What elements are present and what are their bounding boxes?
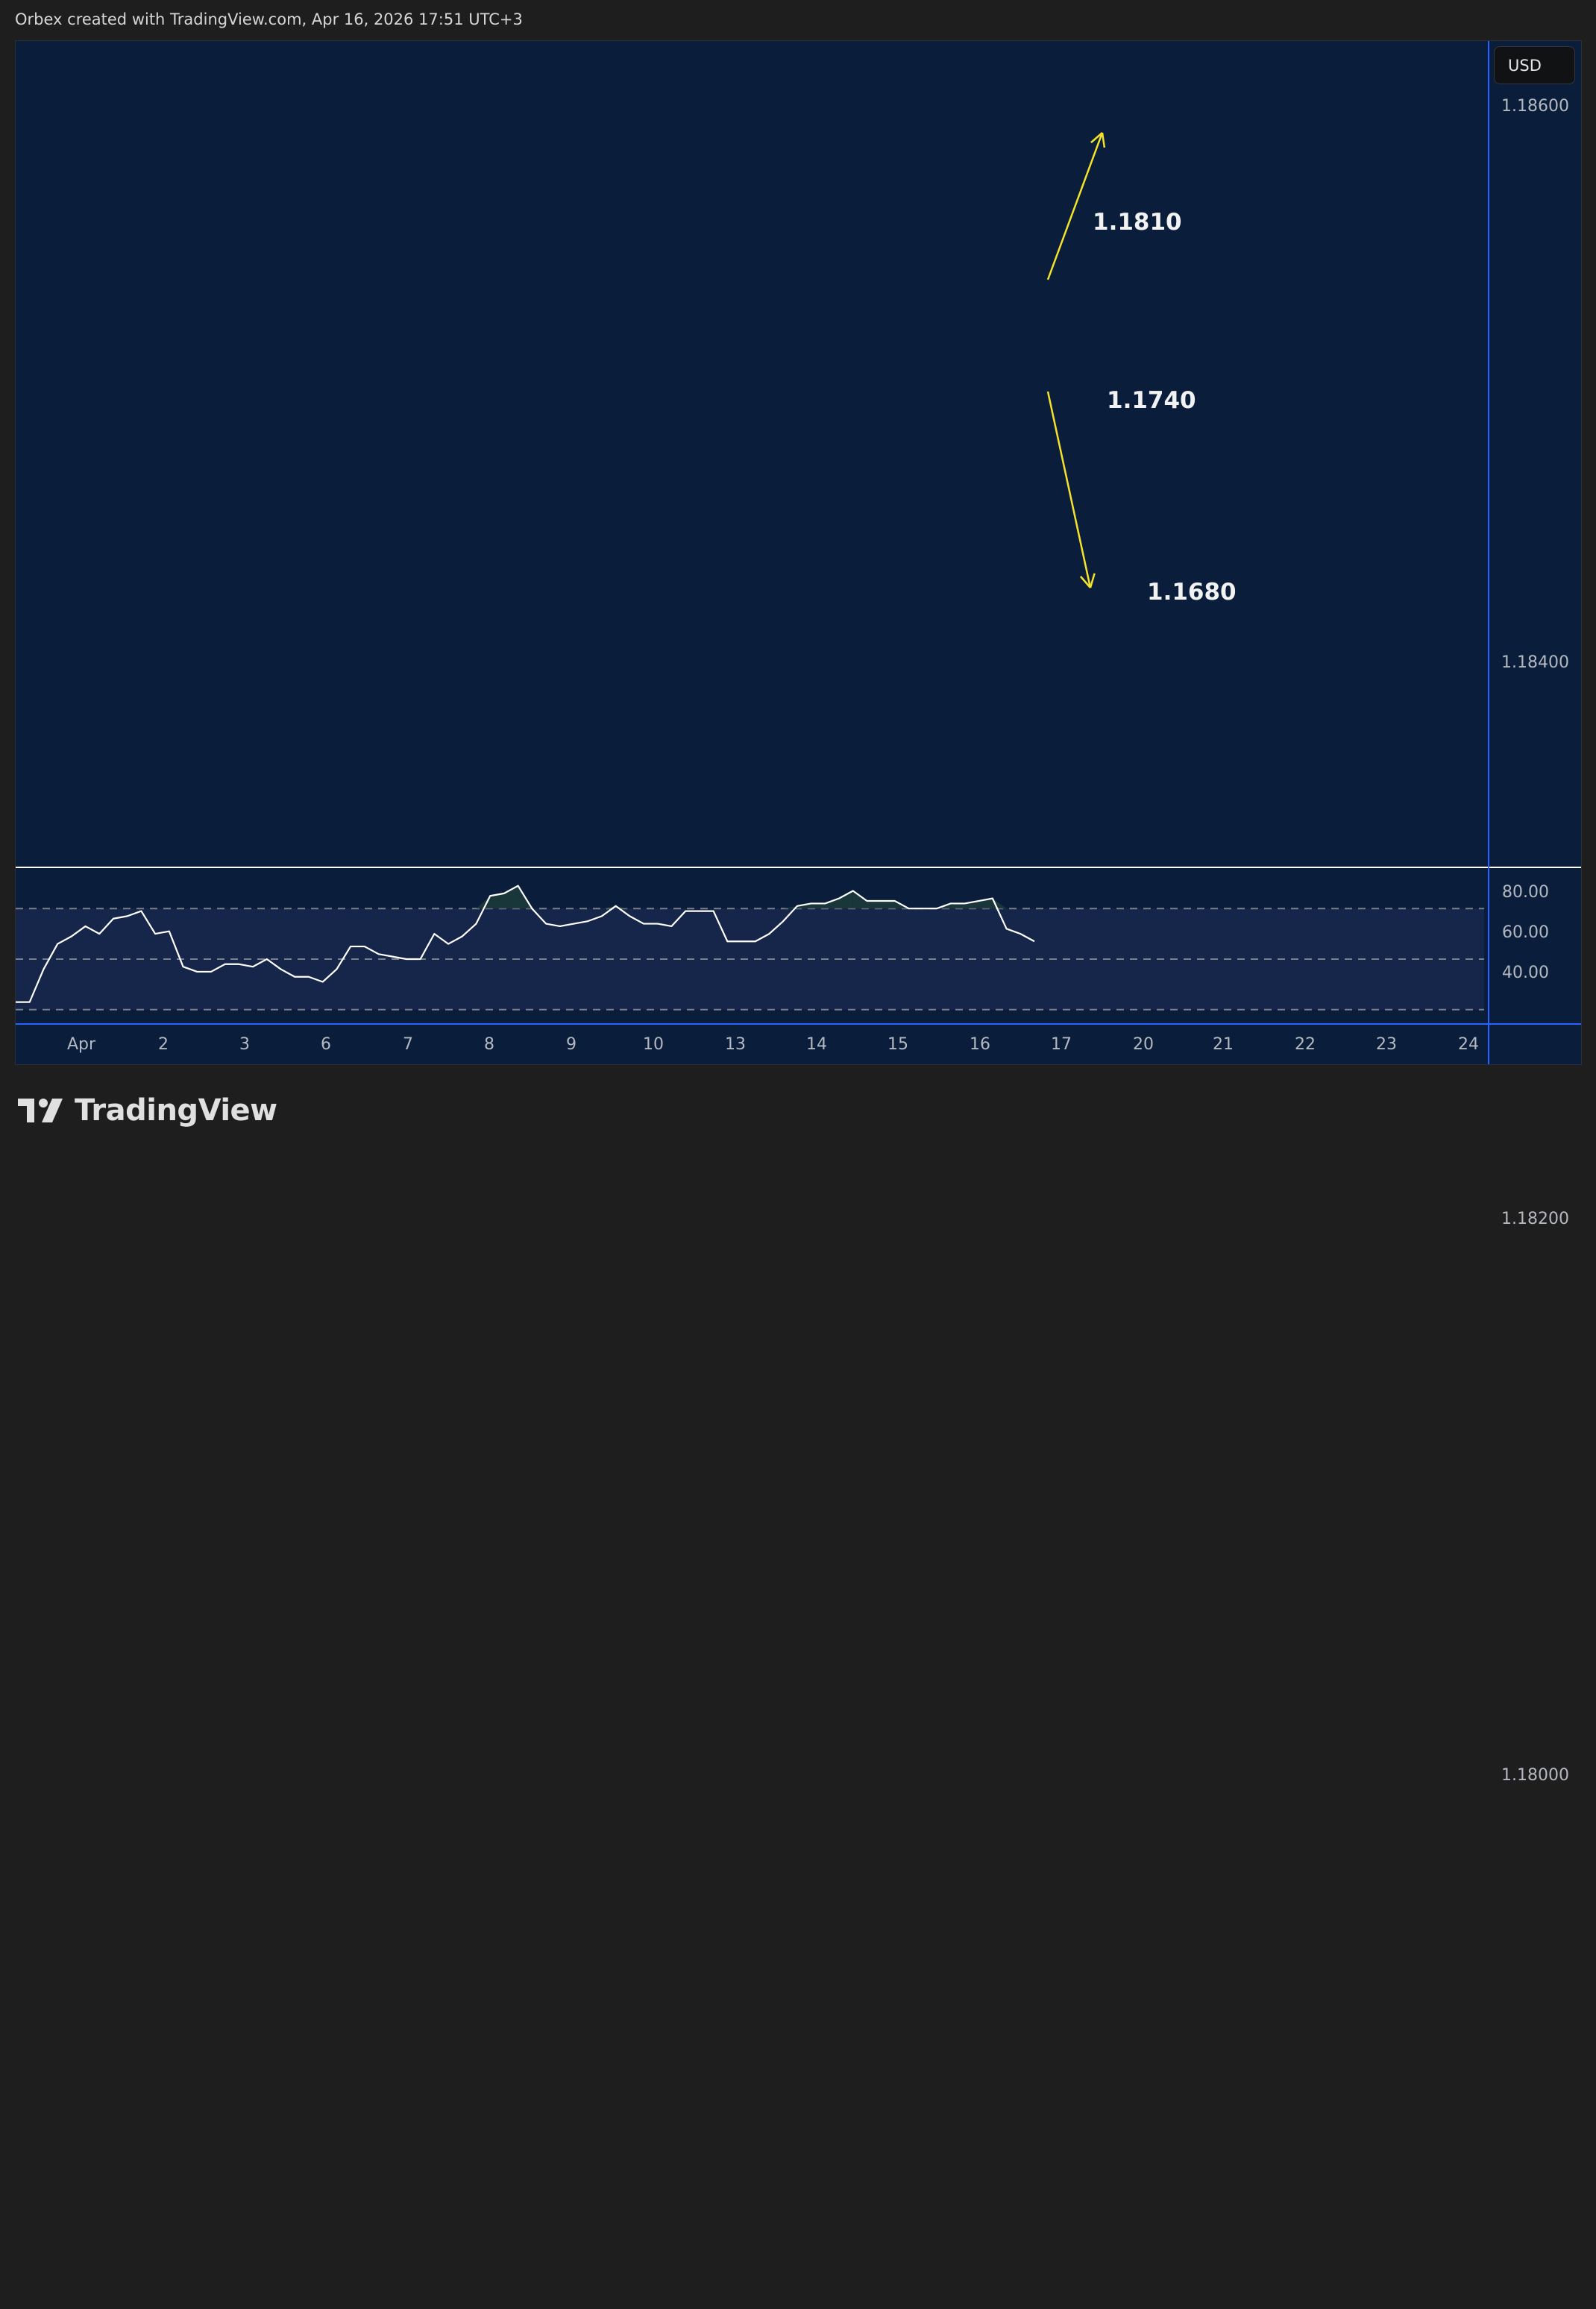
tradingview-logo-text: TradingView [75, 1093, 277, 1128]
time-tick: 13 [725, 1035, 746, 1054]
price-tick: 1.18200 [1501, 1210, 1569, 1228]
pivot-level-label: 1.1740 [1107, 387, 1196, 414]
currency-label: USD [1508, 56, 1542, 75]
rsi-band [16, 41, 1581, 1064]
time-tick: 23 [1376, 1035, 1397, 1054]
tradingview-logo[interactable]: TradingView [18, 1093, 277, 1128]
currency-selector[interactable]: USD [1494, 46, 1575, 84]
resistance-level-label: 1.1810 [1093, 209, 1182, 236]
time-tick: 16 [970, 1035, 990, 1054]
time-tick: 22 [1295, 1035, 1316, 1054]
time-tick: Apr [66, 1035, 96, 1054]
support-level-label: 1.1680 [1147, 579, 1237, 606]
time-tick: 8 [484, 1035, 494, 1054]
time-tick: 20 [1133, 1035, 1154, 1054]
price-tick: 1.18600 [1501, 97, 1569, 116]
down-arrow-icon[interactable] [1046, 391, 1096, 588]
chart-canvas[interactable] [0, 0, 1596, 1154]
time-tick: 15 [887, 1035, 908, 1054]
time-tick: 2 [158, 1035, 169, 1054]
time-tick: 17 [1051, 1035, 1072, 1054]
time-tick: 9 [566, 1035, 576, 1054]
rsi-tick: 40.00 [1502, 963, 1549, 982]
time-tick: 14 [806, 1035, 827, 1054]
trend-arrows[interactable] [1046, 132, 1106, 588]
time-tick: 21 [1213, 1035, 1234, 1054]
price-tick: 1.18000 [1501, 1766, 1569, 1785]
rsi-tick: 60.00 [1502, 923, 1549, 943]
tradingview-logo-icon [18, 1099, 63, 1122]
time-tick: 3 [239, 1035, 250, 1054]
time-tick: 6 [321, 1035, 331, 1054]
chart-grid [16, 41, 1581, 1064]
rsi-tick: 80.00 [1502, 883, 1549, 902]
chart-caption: Orbex created with TradingView.com, Apr … [15, 10, 523, 28]
time-tick: 10 [643, 1035, 664, 1054]
time-tick: 7 [403, 1035, 413, 1054]
up-arrow-icon[interactable] [1046, 132, 1106, 280]
price-tick: 1.18400 [1501, 653, 1569, 672]
rsi-line [16, 885, 1035, 1003]
time-tick: 24 [1458, 1035, 1479, 1054]
